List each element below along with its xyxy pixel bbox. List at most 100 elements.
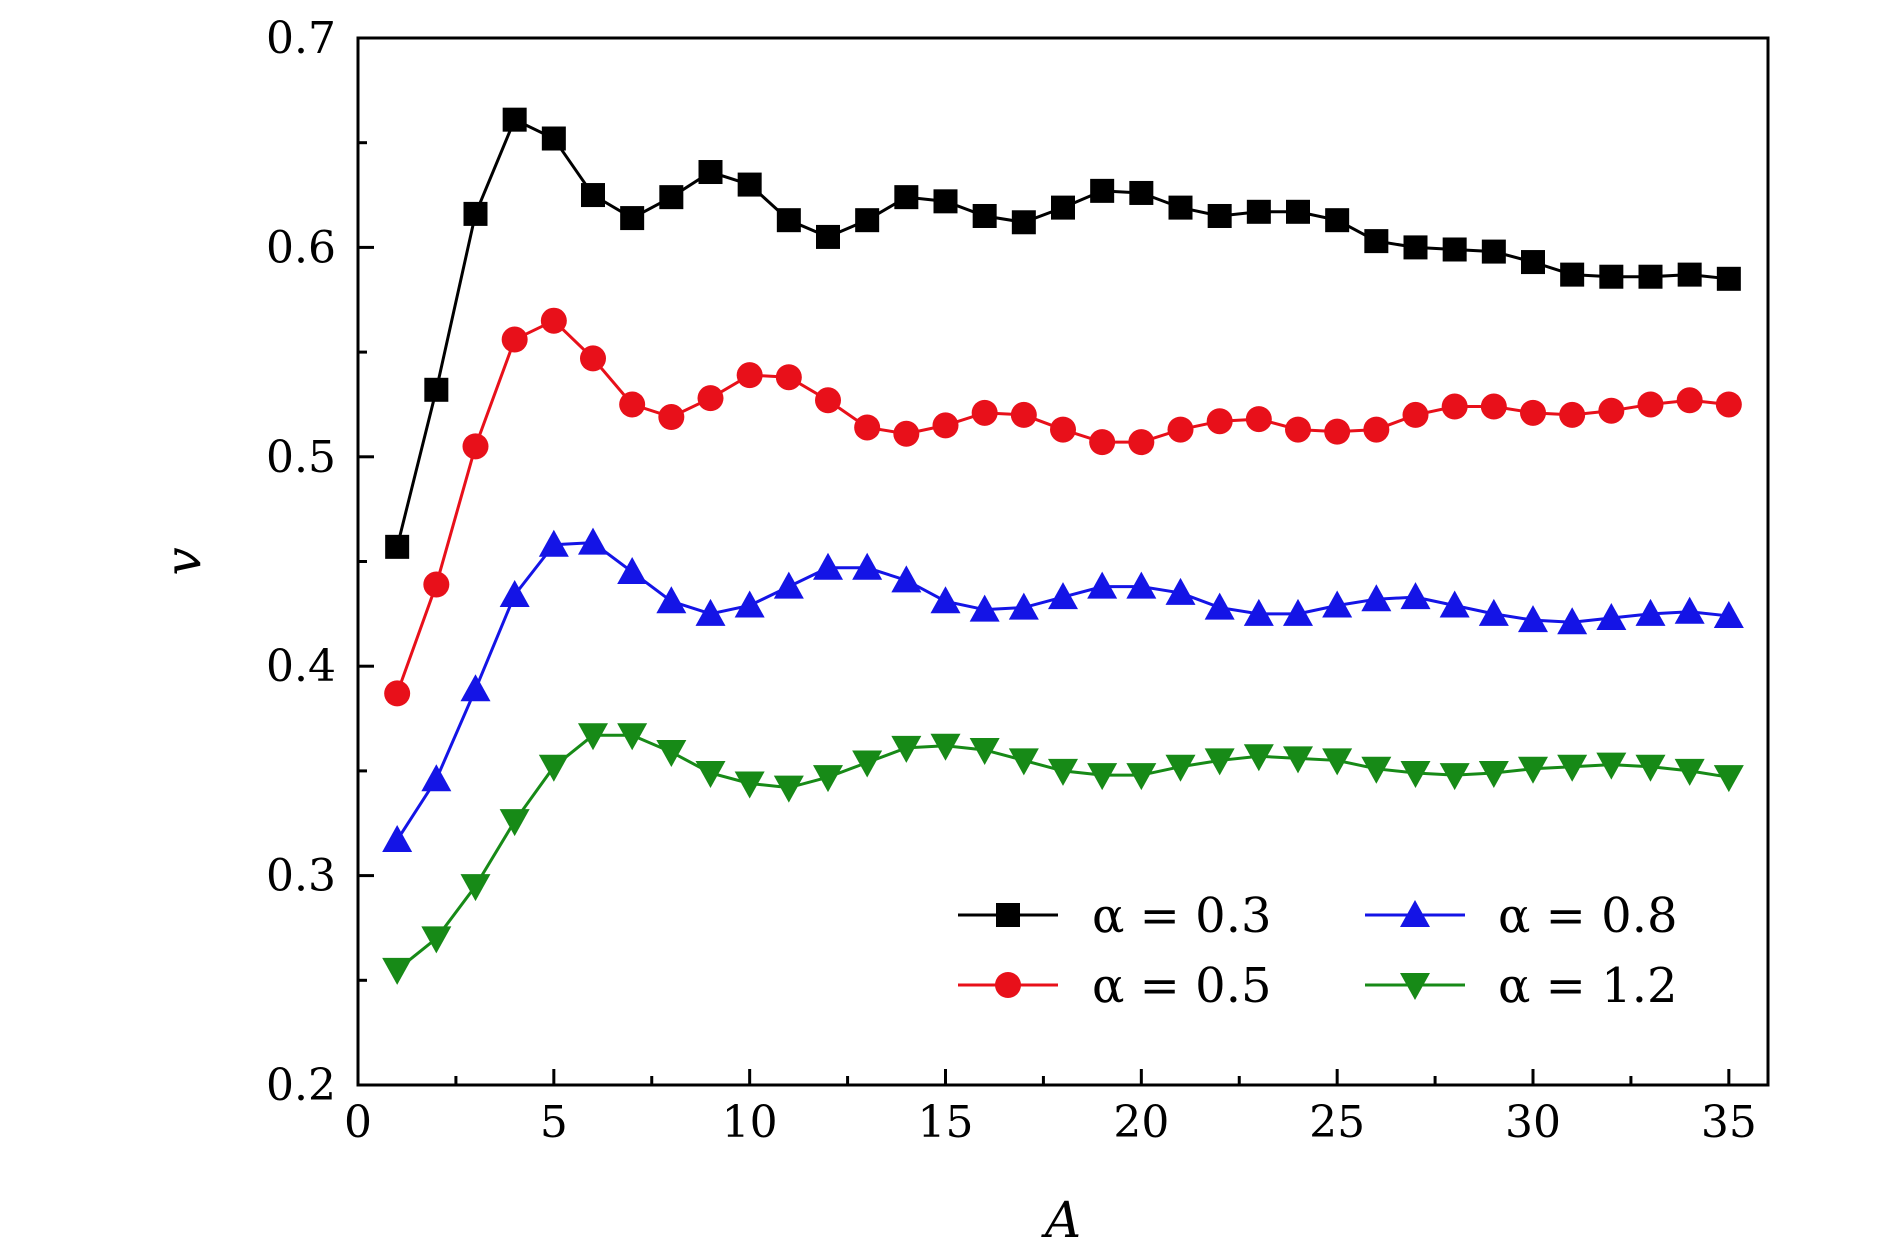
data-point [1635,754,1666,782]
data-point [463,201,488,226]
data-point [855,208,880,233]
data-point [423,571,450,598]
data-point [1129,180,1154,205]
data-point [460,674,491,702]
data-point [1089,429,1116,456]
data-point [695,598,726,626]
data-point [1402,401,1429,428]
data-point [773,775,804,803]
data-point [813,765,843,793]
data-point [1285,416,1311,443]
data-point [499,580,530,608]
data-point [1008,592,1039,620]
data-point [540,307,567,334]
data-point [1090,178,1115,203]
data-point [659,185,684,210]
data-point [462,433,489,460]
data-point [816,224,840,249]
data-point [1168,195,1193,220]
data-point [1674,596,1705,624]
data-point [1676,387,1703,414]
legend-item: α = 0.5 [958,958,1271,1014]
legend-item: α = 0.8 [1365,888,1677,944]
data-point [382,825,413,853]
series-2 [384,307,1742,707]
data-point [1207,203,1232,228]
data-point [580,345,606,372]
data-point [1442,237,1467,262]
data-point [1325,208,1350,233]
data-point [460,874,491,902]
data-point [656,740,687,768]
legend-label: α = 0.8 [1498,888,1677,944]
plot-frame [356,36,1770,1087]
data-point [932,412,959,439]
y-tick-label: 0.4 [266,641,336,692]
legend: α = 0.3 α = 0.5 α = 0.8 α = 1.2 [958,888,1677,1014]
data-point [1441,393,1468,420]
series-4 [382,723,1744,985]
data-point [1364,229,1389,254]
data-point [1283,746,1313,774]
data-point [894,185,919,210]
data-point [1478,760,1509,788]
x-tick-label: 25 [1309,1097,1365,1148]
data-point [382,957,413,985]
data-point [1165,577,1196,605]
legend-marker [995,972,1021,998]
data-point [969,737,1000,765]
data-point [775,364,802,391]
data-point [695,760,726,788]
data-point [1286,199,1310,224]
data-point [538,754,569,782]
x-axis-title: A [1041,1191,1081,1249]
data-point [1635,598,1666,626]
y-tick-label: 0.2 [266,1060,336,1111]
data-point [1520,399,1546,426]
data-point [1478,598,1509,626]
data-point [1400,582,1431,610]
data-point [815,387,841,414]
data-point [1167,416,1194,443]
data-point [619,391,646,418]
data-point [776,208,801,233]
y-axis-title: v [154,547,212,575]
data-point [1051,195,1075,220]
data-point [1481,239,1506,264]
data-point [1400,760,1431,788]
data-point [1128,429,1155,456]
data-point [617,723,648,751]
x-tick-label: 30 [1505,1097,1561,1148]
data-point [1322,748,1353,776]
series-1 [385,107,1741,559]
x-tick-label: 20 [1113,1097,1169,1148]
data-point [1048,758,1078,786]
data-point [581,183,605,208]
data-point [1439,763,1470,791]
data-point [424,377,449,402]
data-point [1243,598,1274,626]
data-point [1713,765,1744,793]
data-point [1596,752,1627,780]
x-tick-label: 0 [344,1097,372,1148]
legend-item: α = 0.3 [958,888,1271,944]
legend-marker [1400,973,1430,1000]
data-point [538,529,569,557]
data-point [1518,605,1548,633]
data-point [1243,744,1274,772]
data-point [854,414,881,441]
data-point [1557,754,1588,782]
data-point [891,565,922,593]
data-point [852,552,883,580]
data-point [1518,756,1548,784]
data-point [1439,590,1470,618]
data-point [1010,401,1037,428]
legend-label: α = 0.3 [1092,888,1271,944]
data-point [930,586,961,614]
y-tick-label: 0.7 [266,13,336,64]
y-tick-label: 0.3 [266,851,336,902]
data-point [1521,250,1545,275]
data-point [972,203,997,228]
data-point [421,926,452,954]
